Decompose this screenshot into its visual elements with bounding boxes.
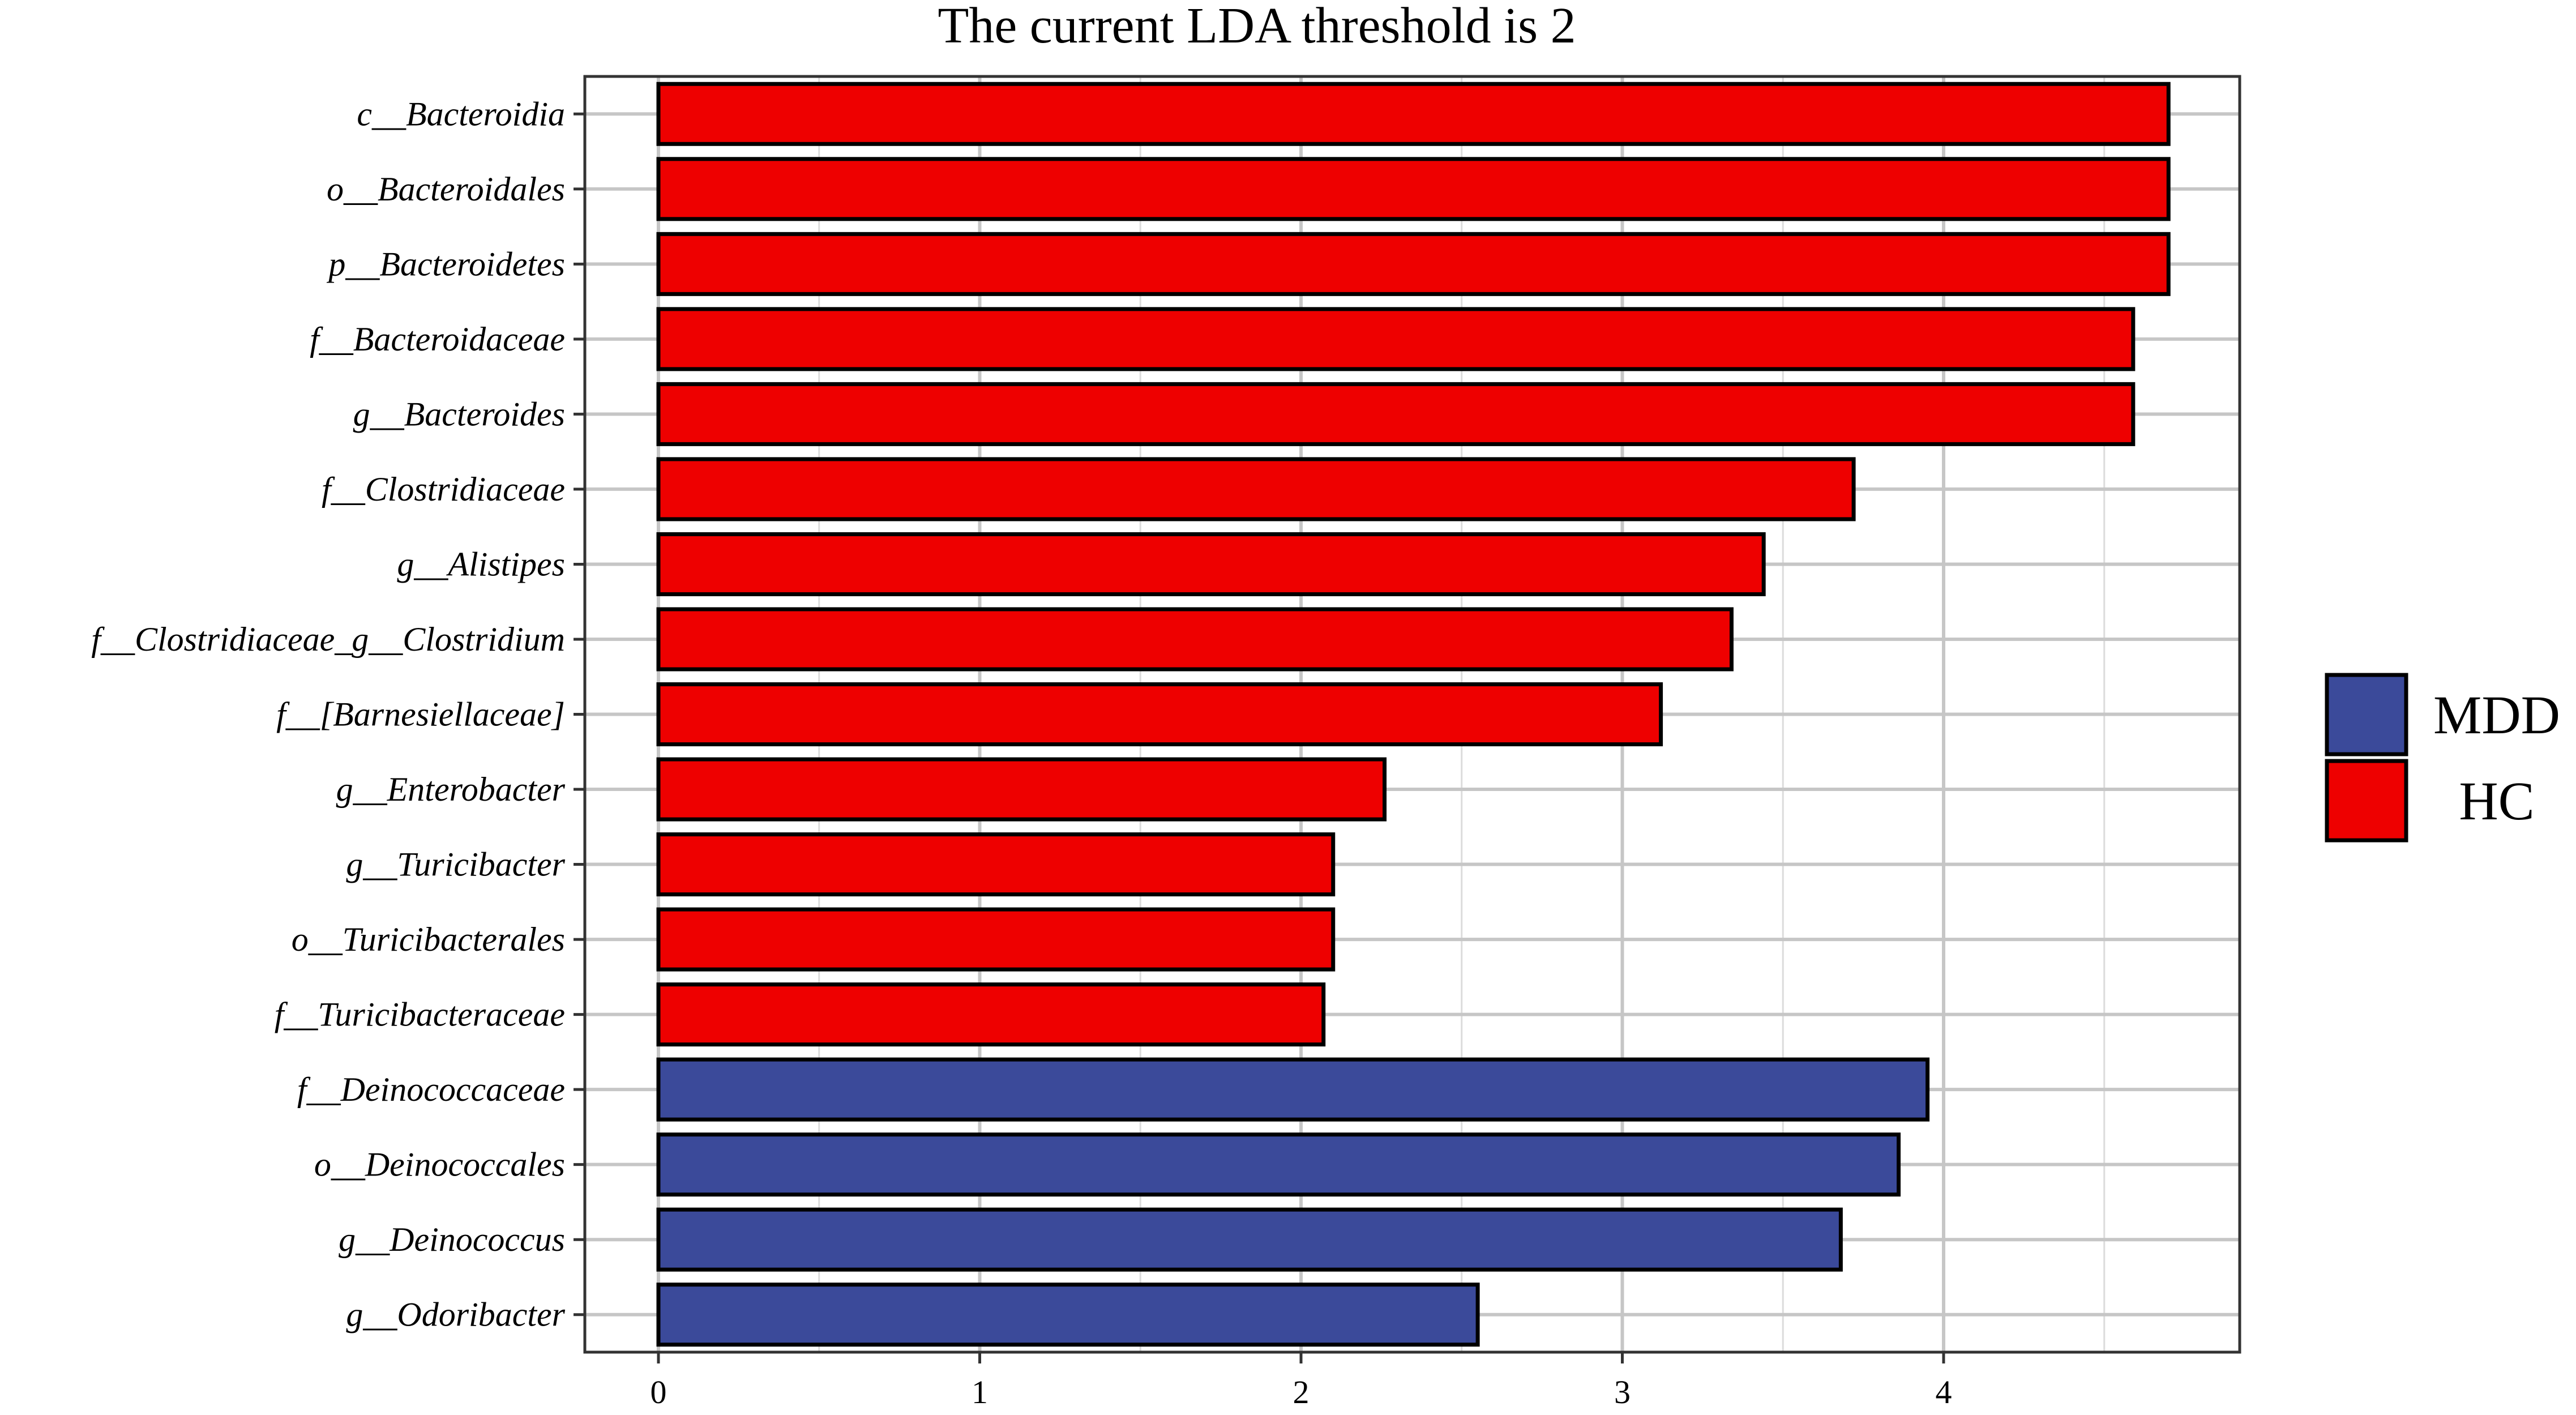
bar: [656, 157, 2171, 221]
y-tick-label: g__Deinococcus: [339, 1221, 565, 1258]
bar: [656, 757, 1387, 822]
y-tick-label: g__Bacteroides: [353, 395, 565, 433]
y-tick-label: f__[Barnesiellaceae]: [276, 696, 565, 733]
bar: [656, 682, 1663, 747]
bar: [656, 1132, 1901, 1197]
y-tick-label: o__Turicibacterales: [292, 921, 565, 958]
bar: [656, 307, 2136, 371]
chart-title: The current LDA threshold is 2: [938, 0, 1576, 54]
legend-key: [2325, 673, 2408, 756]
y-tick-label: g__Turicibacter: [346, 846, 565, 883]
y-tick-label: o__Bacteroidales: [327, 170, 565, 208]
bar: [656, 232, 2171, 296]
y-tick-label: o__Deinococcales: [314, 1146, 565, 1183]
y-tick-label: f__Bacteroidaceae: [310, 320, 565, 358]
y-tick-label: c__Bacteroidia: [357, 95, 565, 132]
bar: [656, 1057, 1930, 1122]
category-labels: c__Bacteroidia o__Bacteroidales p__Bactero…: [91, 95, 585, 1333]
bar: [656, 907, 1336, 972]
x-tick-label: 1: [972, 1374, 988, 1410]
bar: [656, 982, 1326, 1047]
y-tick-label: p__Bacteroidetes: [326, 245, 565, 283]
y-tick-label: g__Odoribacter: [346, 1296, 565, 1333]
y-tick-label: f__Clostridiaceae: [322, 471, 565, 508]
y-tick-label: f__Deinococcaceae: [297, 1071, 565, 1108]
legend-key: [2325, 759, 2408, 843]
y-tick-label: f__Clostridiaceae_g__Clostridium: [91, 621, 565, 658]
bars: [656, 82, 2171, 1347]
plot-border: [583, 75, 2241, 1354]
x-tick-label: 0: [651, 1374, 667, 1410]
legend-label: MDD: [2433, 685, 2560, 745]
bar: [656, 1283, 1480, 1347]
y-tick-label: g__Alistipes: [397, 545, 565, 583]
x-tick-label: 2: [1293, 1374, 1310, 1410]
y-tick-label: f__Turicibacteraceae: [275, 996, 565, 1033]
x-tick-label: 3: [1614, 1374, 1631, 1410]
bar: [656, 532, 1766, 596]
x-tick-label: 4: [1936, 1374, 1952, 1410]
x-axis: 0 1 2 3 4: [651, 1352, 1952, 1410]
legend-label: HC: [2459, 771, 2534, 831]
y-tick-label: g__Enterobacter: [336, 771, 566, 808]
bar: [656, 382, 2136, 446]
bar: [656, 832, 1336, 897]
bar: [656, 1207, 1843, 1272]
bar: [656, 82, 2171, 146]
legend: MDD HC: [2325, 673, 2560, 843]
bar: [656, 457, 1856, 521]
bar: [656, 607, 1734, 672]
